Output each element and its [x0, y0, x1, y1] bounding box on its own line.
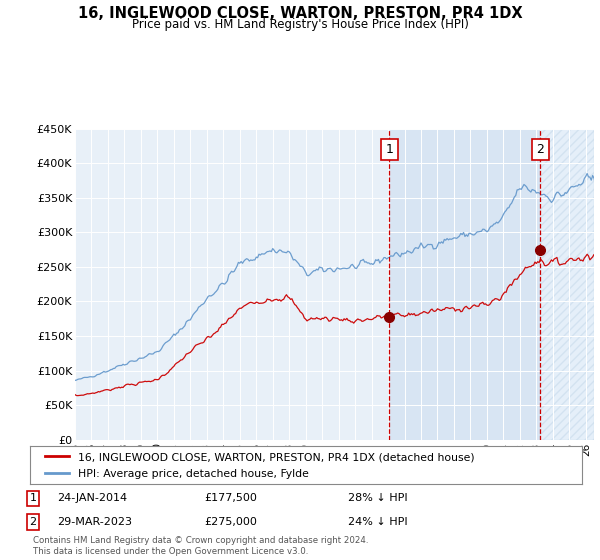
Text: 24% ↓ HPI: 24% ↓ HPI — [348, 517, 407, 527]
Text: Contains HM Land Registry data © Crown copyright and database right 2024.
This d: Contains HM Land Registry data © Crown c… — [33, 536, 368, 556]
Bar — [541, 129, 594, 440]
Text: Price paid vs. HM Land Registry's House Price Index (HPI): Price paid vs. HM Land Registry's House … — [131, 18, 469, 31]
Text: 29-MAR-2023: 29-MAR-2023 — [57, 517, 132, 527]
Text: 1: 1 — [385, 143, 393, 156]
Text: £177,500: £177,500 — [204, 493, 257, 503]
Text: 2: 2 — [29, 517, 37, 527]
Bar — [389, 129, 541, 440]
Text: 28% ↓ HPI: 28% ↓ HPI — [348, 493, 407, 503]
Legend: 16, INGLEWOOD CLOSE, WARTON, PRESTON, PR4 1DX (detached house), HPI: Average pri: 16, INGLEWOOD CLOSE, WARTON, PRESTON, PR… — [41, 448, 479, 483]
Bar — [541, 129, 594, 440]
Text: 16, INGLEWOOD CLOSE, WARTON, PRESTON, PR4 1DX: 16, INGLEWOOD CLOSE, WARTON, PRESTON, PR… — [77, 6, 523, 21]
Text: £275,000: £275,000 — [204, 517, 257, 527]
Text: 24-JAN-2014: 24-JAN-2014 — [57, 493, 127, 503]
Text: 1: 1 — [29, 493, 37, 503]
Text: 2: 2 — [536, 143, 544, 156]
